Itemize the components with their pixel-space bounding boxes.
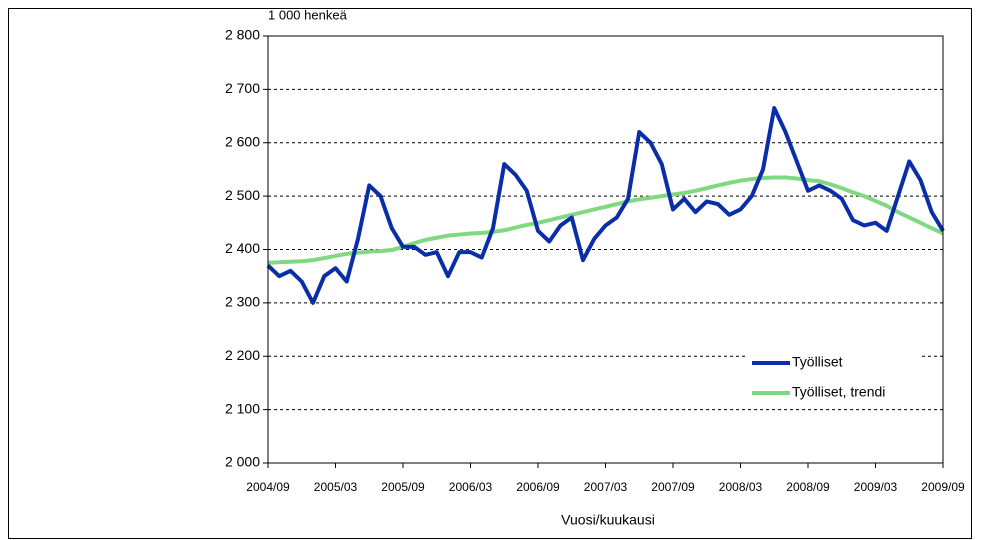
y-tick-label: 2 600 bbox=[225, 133, 260, 149]
legend-label: Työlliset bbox=[792, 354, 843, 370]
x-tick-label: 2005/09 bbox=[381, 480, 425, 494]
frame bbox=[8, 8, 972, 539]
x-tick-label: 2006/09 bbox=[516, 480, 560, 494]
plot-border bbox=[267, 35, 944, 464]
y-tick-label: 2 000 bbox=[225, 454, 260, 470]
y-tick-label: 2 800 bbox=[225, 27, 260, 43]
x-tick-label: 2009/09 bbox=[921, 480, 965, 494]
y-tick-label: 2 100 bbox=[225, 400, 260, 416]
x-tick-label: 2005/03 bbox=[314, 480, 358, 494]
y-tick-label: 2 700 bbox=[225, 80, 260, 96]
series-line bbox=[266, 106, 945, 305]
series-line bbox=[267, 175, 944, 265]
x-axis-label: Vuosi/kuukausi bbox=[561, 512, 655, 528]
x-tick-label: 2007/03 bbox=[584, 480, 628, 494]
x-tick-label: 2007/09 bbox=[651, 480, 695, 494]
y-tick-label: 2 400 bbox=[225, 240, 260, 256]
unit-label: 1 000 henkeä bbox=[268, 7, 348, 22]
x-tick-label: 2008/09 bbox=[786, 480, 830, 494]
x-tick-label: 2008/03 bbox=[719, 480, 763, 494]
x-tick-label: 2006/03 bbox=[449, 480, 493, 494]
legend-box bbox=[748, 349, 920, 405]
y-tick-label: 2 300 bbox=[225, 294, 260, 310]
x-tick-label: 2009/03 bbox=[854, 480, 898, 494]
legend-label: Työlliset, trendi bbox=[792, 384, 885, 400]
y-tick-label: 2 200 bbox=[225, 347, 260, 363]
x-tick-label: 2004/09 bbox=[246, 480, 290, 494]
y-tick-label: 2 500 bbox=[225, 187, 260, 203]
